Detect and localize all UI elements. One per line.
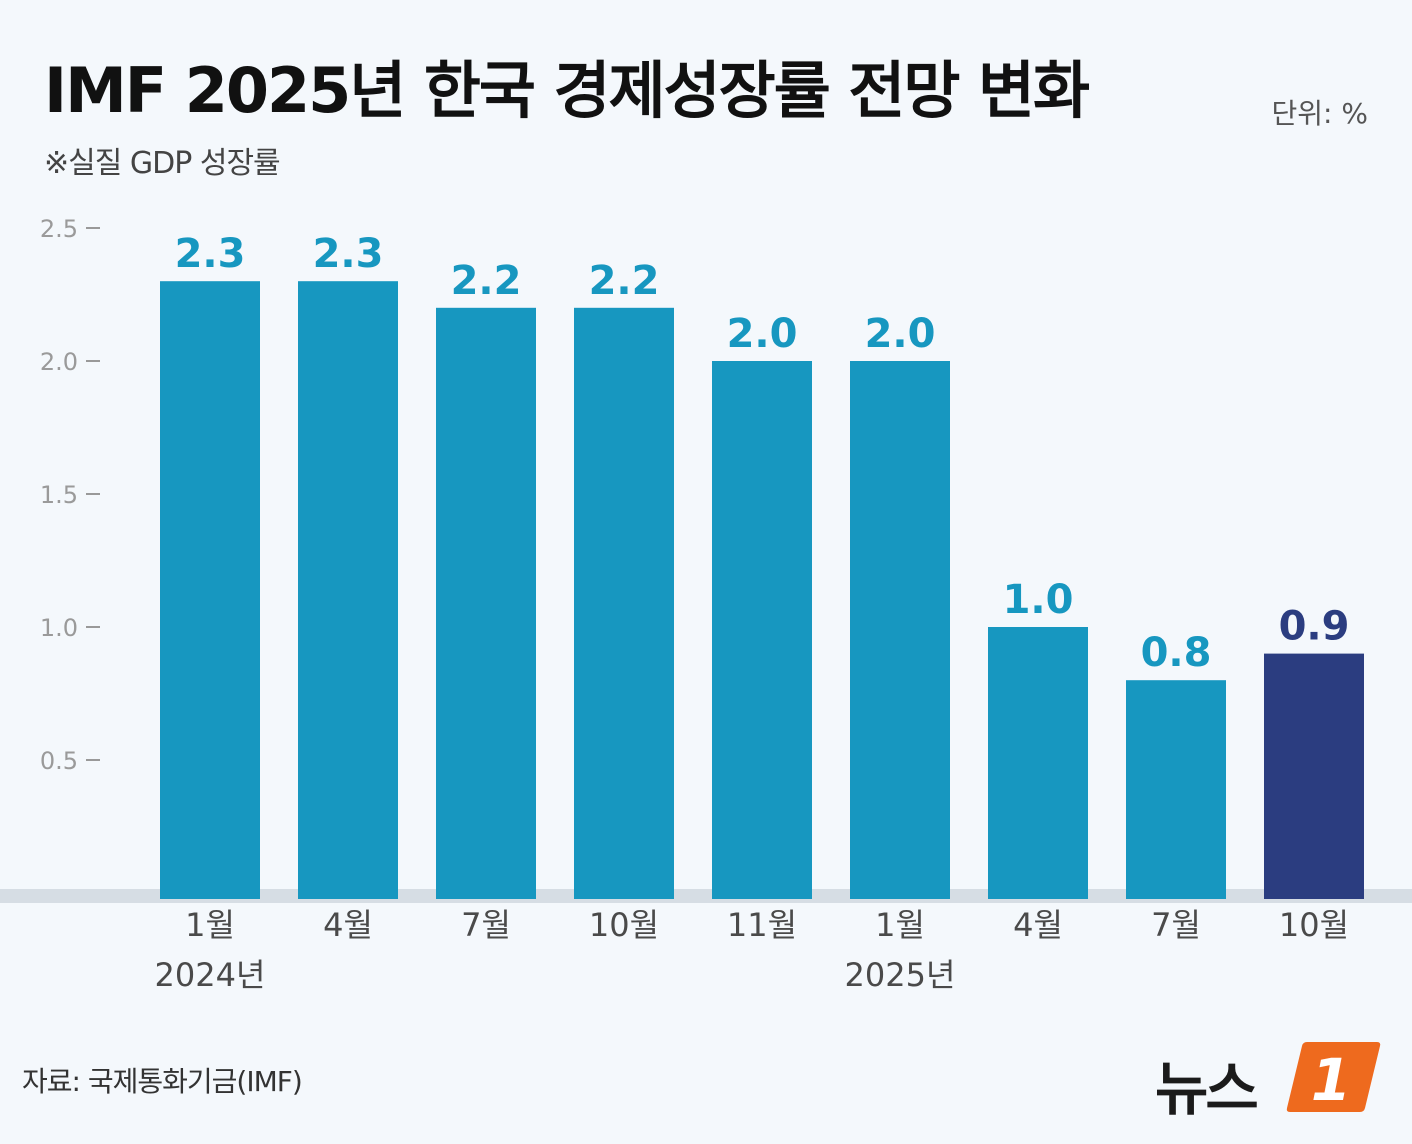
unit-label: 단위: % [1271,97,1368,130]
y-tick-label: 1.0 [40,614,78,642]
bar [712,361,812,899]
logo-text: 뉴스 [1155,1055,1259,1123]
x-group-label: 2025년 [845,956,956,994]
bar [850,361,950,899]
x-tick-label: 1월 [185,906,235,944]
x-tick-label: 4월 [323,906,373,944]
bar [1126,680,1226,899]
data-label: 1.0 [1003,577,1074,623]
data-label: 0.8 [1141,630,1212,676]
data-label: 2.0 [727,311,798,357]
x-tick-label: 4월 [1013,906,1063,944]
page-title: IMF 2025년 한국 경제성장률 전망 변화 [44,54,1090,127]
data-label: 2.2 [451,258,522,304]
bar [988,627,1088,899]
y-tick-label: 2.5 [40,215,78,243]
source-note: 자료: 국제통화기금(IMF) [22,1065,303,1098]
y-tick-label: 2.0 [40,348,78,376]
news1-logo: 뉴스 1 [1155,1038,1385,1123]
chart-subtitle: ※실질 GDP 성장률 [44,146,281,181]
data-label: 2.2 [589,258,660,304]
x-tick-label: 11월 [727,906,797,944]
x-group-label: 2024년 [155,956,266,994]
x-tick-label: 1월 [875,906,925,944]
data-label: 2.3 [175,231,246,277]
bar [574,307,674,899]
x-tick-label: 7월 [461,906,511,944]
data-label: 0.9 [1279,604,1350,650]
x-tick-label: 7월 [1151,906,1201,944]
data-label: 2.0 [865,311,936,357]
y-tick-label: 0.5 [40,747,78,775]
bar [160,281,260,899]
y-tick-label: 1.5 [40,481,78,509]
bar [436,307,536,899]
logo-mark-text: 1 [1311,1046,1351,1114]
bar [298,281,398,899]
x-tick-label: 10월 [1279,906,1349,944]
x-tick-label: 10월 [589,906,659,944]
bar [1264,653,1364,899]
data-label: 2.3 [313,231,384,277]
logo-mark-icon: 1 [1286,1042,1381,1114]
